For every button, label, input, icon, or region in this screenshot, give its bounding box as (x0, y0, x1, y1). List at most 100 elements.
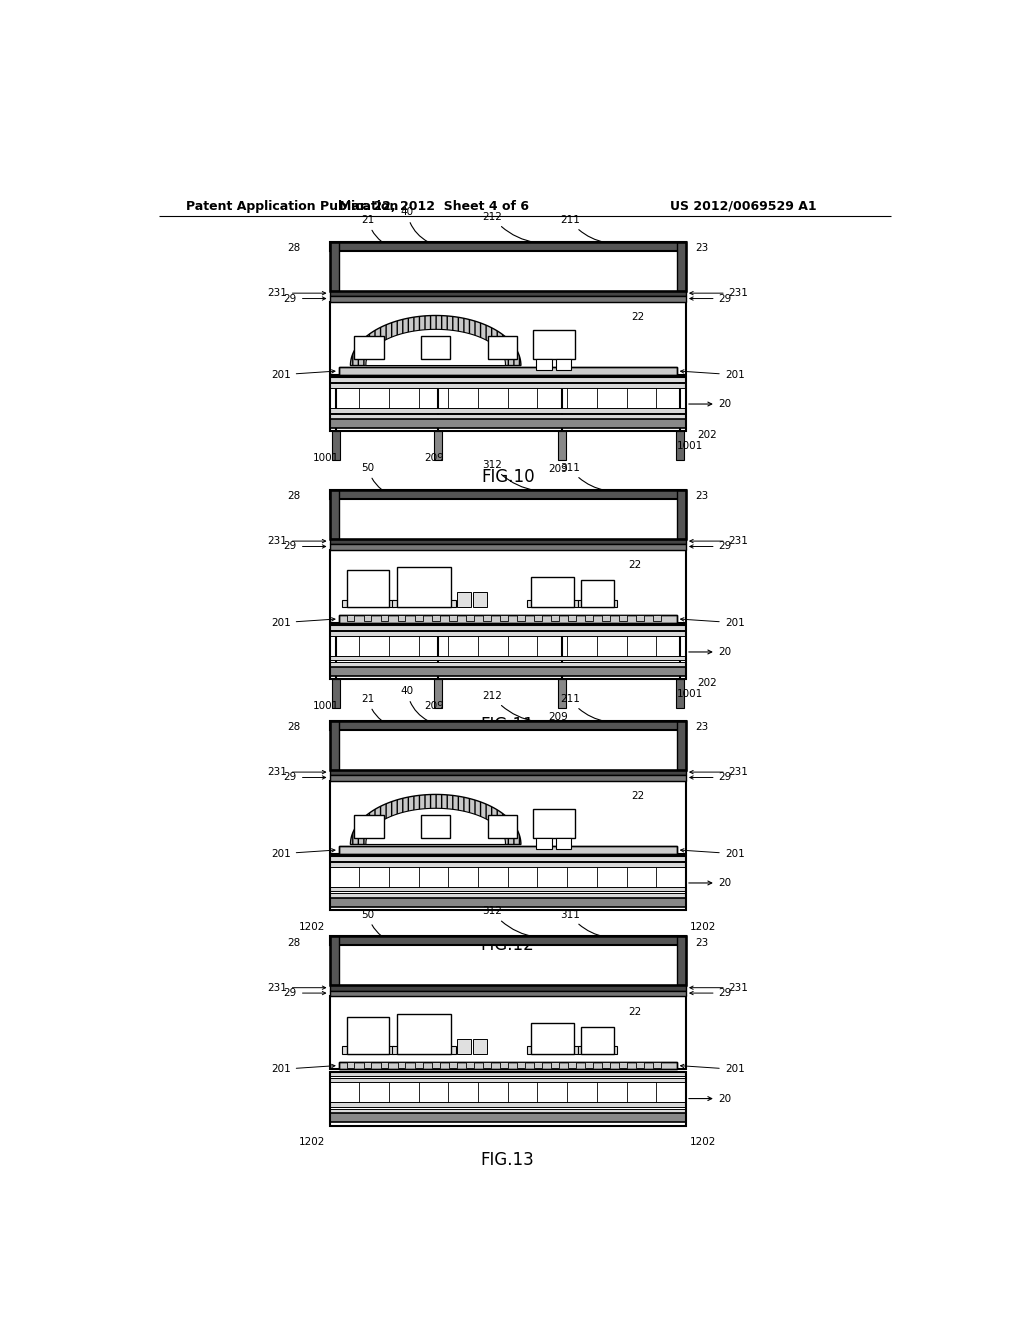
Bar (483, 1061, 490, 1068)
Text: FIG.11: FIG.11 (481, 717, 535, 734)
Text: FIG.12: FIG.12 (481, 936, 535, 953)
Bar (330, 1102, 686, 1107)
Bar (330, 383, 686, 388)
Text: 23: 23 (695, 939, 709, 948)
Bar (330, 862, 686, 867)
Text: 231: 231 (690, 536, 749, 546)
Text: 20: 20 (689, 399, 732, 409)
Bar (432, 1061, 439, 1068)
Bar (551, 1061, 559, 1068)
Text: 29: 29 (690, 989, 732, 998)
Text: 311: 311 (560, 909, 606, 937)
Bar (483, 615, 490, 622)
Bar (558, 678, 566, 708)
Text: 201: 201 (271, 370, 335, 380)
Bar (677, 936, 686, 985)
Bar (330, 991, 686, 997)
Bar (339, 1061, 677, 1069)
Bar (517, 615, 524, 622)
Bar (330, 936, 686, 945)
Bar (558, 430, 566, 461)
Bar (330, 544, 686, 549)
Bar (364, 615, 372, 622)
Text: 231: 231 (690, 982, 749, 993)
Bar (556, 838, 571, 849)
Bar (330, 490, 686, 499)
Bar (537, 838, 552, 849)
Bar (432, 615, 439, 622)
Bar (330, 626, 686, 630)
Bar (579, 1047, 617, 1053)
Text: 28: 28 (287, 491, 300, 502)
Bar (330, 667, 686, 676)
Bar (330, 898, 686, 907)
Text: 22: 22 (628, 1007, 641, 1016)
Bar (364, 1061, 372, 1068)
Text: 40: 40 (400, 686, 428, 721)
Bar (500, 615, 508, 622)
Bar (582, 581, 614, 607)
Text: 1001: 1001 (312, 453, 339, 463)
Text: 22: 22 (632, 791, 645, 801)
Bar (636, 1061, 644, 1068)
Text: 231: 231 (267, 767, 326, 777)
Bar (330, 857, 686, 909)
Text: 29: 29 (690, 293, 732, 304)
Polygon shape (366, 330, 506, 366)
Bar (330, 936, 686, 985)
Bar (339, 846, 677, 854)
Text: 28: 28 (287, 722, 300, 733)
Text: 209: 209 (424, 701, 444, 711)
Bar (556, 359, 571, 370)
Bar (535, 1061, 542, 1068)
Bar (342, 599, 394, 607)
Bar (330, 414, 686, 418)
Bar (330, 242, 686, 251)
Text: 1001: 1001 (677, 441, 703, 451)
Text: 201: 201 (271, 618, 335, 628)
Bar (330, 721, 339, 770)
Text: 311: 311 (560, 463, 606, 491)
Bar (466, 1061, 474, 1068)
Bar (535, 615, 542, 622)
Bar (415, 615, 423, 622)
Bar (537, 359, 552, 370)
Bar (330, 378, 686, 430)
Text: 29: 29 (284, 541, 326, 552)
Text: 50: 50 (361, 909, 382, 936)
Text: 231: 231 (690, 767, 749, 777)
Bar (579, 599, 617, 607)
Text: 23: 23 (695, 491, 709, 502)
Bar (332, 678, 340, 708)
Text: 1001: 1001 (312, 701, 339, 711)
Bar (330, 1072, 686, 1126)
Bar (330, 408, 686, 412)
Bar (330, 626, 686, 678)
Bar (531, 577, 573, 607)
Text: 29: 29 (690, 541, 732, 552)
Bar (330, 549, 686, 623)
Bar (330, 775, 686, 780)
Bar (330, 656, 686, 660)
Bar (330, 1077, 686, 1082)
Text: 1202: 1202 (690, 1138, 716, 1147)
Text: 29: 29 (690, 772, 732, 783)
Text: 22: 22 (632, 312, 645, 322)
Text: 29: 29 (284, 989, 326, 998)
Text: 312: 312 (482, 907, 536, 937)
Bar (330, 936, 339, 985)
Bar (330, 539, 686, 544)
Bar (381, 1061, 388, 1068)
Text: 1001: 1001 (677, 689, 703, 700)
Text: 231: 231 (267, 982, 326, 993)
Text: 29: 29 (284, 293, 326, 304)
Bar (346, 570, 389, 607)
Bar (354, 337, 384, 359)
Bar (568, 1061, 575, 1068)
Text: 212: 212 (482, 213, 536, 243)
Text: 312: 312 (482, 459, 536, 491)
Text: 209: 209 (548, 465, 568, 474)
Text: 231: 231 (267, 288, 326, 298)
Text: 20: 20 (689, 1093, 732, 1104)
Bar (415, 1061, 423, 1068)
